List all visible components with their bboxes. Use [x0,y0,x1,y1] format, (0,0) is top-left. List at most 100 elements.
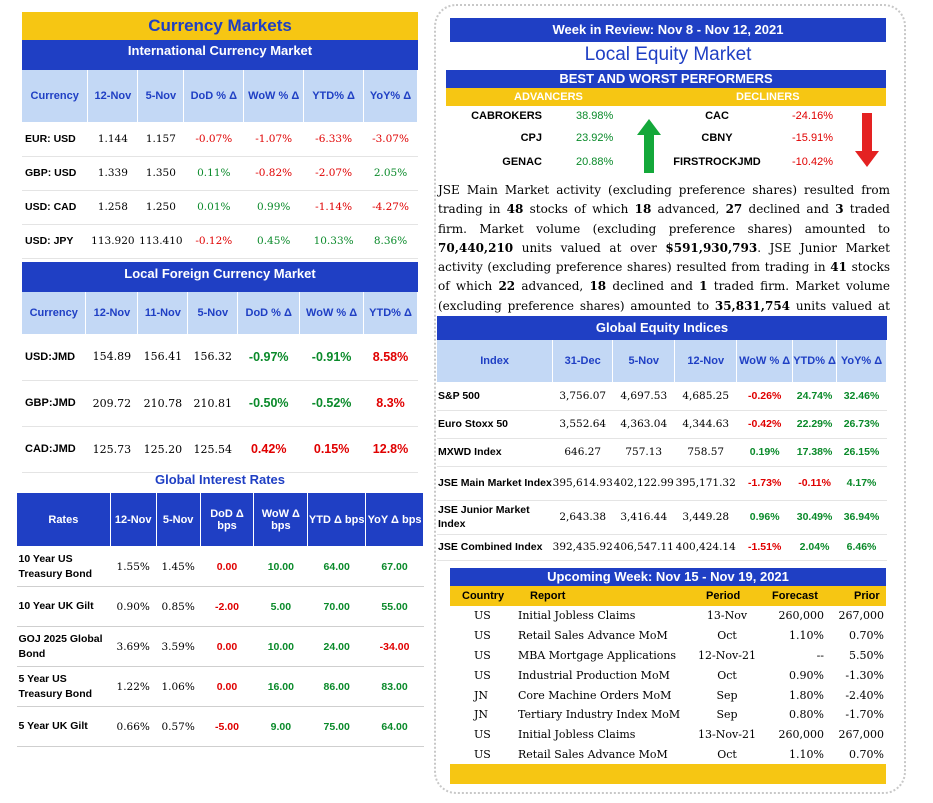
bps-dod: -2.00 [200,586,254,627]
currency-pair: EUR: USD [22,122,88,157]
rate-12-nov: 1.55% [110,546,157,587]
advancer-value: 23.92% [576,132,614,144]
report-prior: 0.70% [849,748,884,762]
gei-header-cell: 12-Nov [674,340,738,382]
index-name: JSE Combined Index [437,534,553,561]
table-row: Euro Stoxx 50 3,552.64 4,363.04 4,344.63 -0.… [437,410,887,439]
bps-wow: 9.00 [253,706,308,747]
report-name: Tertiary Industry Index MoM [518,708,681,722]
lfcm-header-cell: Currency [22,292,87,334]
list-item: US Retail Sales Advance MoM Oct 1.10% 0.70% [450,626,886,646]
change-ytd: -6.33% [303,122,364,157]
change-yoy: 32.46% [836,382,887,411]
header-period: Period [706,590,741,602]
report-forecast: 260,000 [778,609,825,622]
table-row: GBP:JMD 209.72 210.78 210.81 -0.50% -0.52% 8.3… [22,380,418,427]
bps-ytd: 86.00 [307,666,366,707]
decliner-name: FIRSTROCKJMD [673,156,761,168]
report-name: Retail Sales Advance MoM [518,748,668,762]
international-currency-title: International Currency Market [22,40,418,70]
table-row: 10 Year US Treasury Bond 1.55% 1.45% 0.00 10… [16,546,424,587]
upcoming-week-rows: US Initial Jobless Claims 13-Nov 260,000 267… [450,606,886,765]
table-row: 10 Year UK Gilt 0.90% 0.85% -2.00 5.00 70.00 5… [16,586,424,627]
currency-pair: GBP: USD [22,156,88,191]
change-wow: 0.96% [736,500,793,535]
gir-header-cell: Rates [16,492,111,547]
gir-header-cell: YoY Δ bps [365,492,424,547]
currency-pair: USD: CAD [22,190,88,225]
summary-figure: 1 [699,279,708,294]
value-12-nov: 758.57 [674,438,737,467]
report-name: Industrial Production MoM [518,668,670,682]
value-12-nov: 4,685.25 [674,382,737,411]
value-31-dec: 395,614.93 [552,466,613,501]
table-row: S&P 500 3,756.07 4,697.53 4,685.25 -0.26% 24.… [437,382,887,411]
gei-header-cell: 31-Dec [552,340,614,382]
gir-header-cell: 5-Nov [155,492,201,547]
list-item: US MBA Mortgage Applications 12-Nov-21 -- 5.… [450,646,886,666]
gir-header-cell: 12-Nov [109,492,157,547]
icm-header-cell: 5-Nov [137,70,185,122]
change-yoy: -3.07% [363,122,418,157]
report-prior: 267,000 [838,728,885,742]
rate-5-nov: 1.350 [137,156,184,191]
bps-dod: 0.00 [200,626,254,667]
report-prior: 0.70% [849,628,884,642]
summary-figure: 22 [498,279,516,294]
report-forecast: -- [816,648,824,662]
report-prior: -2.40% [845,688,884,702]
rate-5-nov: 1.06% [156,666,201,707]
summary-text: JSE Main Market activity (excluding pref… [438,183,890,217]
value-31-dec: 2,643.38 [552,500,613,535]
rate-11-nov: 156.41 [137,334,188,381]
rate-name: GOJ 2025 Global Bond [16,626,111,667]
lfcm-header-cell: DoD % Δ [237,292,301,334]
icm-header-cell: 12-Nov [87,70,139,122]
change-yoy: 8.36% [363,224,418,259]
change-wow: -0.91% [299,334,364,381]
table-row: USD: CAD 1.258 1.250 0.01% 0.99% -1.14% -4.27% [22,190,418,225]
report-period: Oct [717,748,737,762]
report-prior: 5.50% [849,648,884,662]
table-row: JSE Main Market Index 395,614.93 402,122.9… [437,466,887,501]
currency-pair: CAD:JMD [22,426,86,473]
currency-pair: USD:JMD [22,334,86,381]
report-forecast: 0.80% [789,708,824,722]
value-31-dec: 3,756.07 [552,382,613,411]
rate-12-nov: 0.90% [110,586,157,627]
table-row: JSE Junior Market Index 2,643.38 3,416.44 3… [437,500,887,535]
change-ytd: 10.33% [303,224,364,259]
country-code: JN [474,688,489,702]
summary-figure: 70,440,210 [438,240,514,255]
summary-figure: 27 [725,202,743,217]
decliner-value: -24.16% [792,110,833,122]
summary-figure: 3 [835,202,844,217]
change-dod: 0.11% [183,156,244,191]
decliner-value: -10.42% [792,156,833,168]
bps-dod: 0.00 [200,546,254,587]
rate-11-nov: 125.20 [137,426,188,473]
global-interest-rates-table: Rates 12-Nov 5-Nov DoD Δ bps WoW Δ bps YTD Δ … [16,492,424,747]
value-31-dec: 646.27 [552,438,613,467]
list-item: US Retail Sales Advance MoM Oct 1.10% 0.70% [450,745,886,765]
change-dod: 0.42% [237,426,300,473]
week-review-frame [434,4,906,794]
change-ytd: 2.04% [792,534,837,561]
summary-figure: $591,930,793 [665,240,758,255]
global-interest-rates-title: Global Interest Rates [154,472,286,487]
value-5-nov: 4,363.04 [612,410,675,439]
rate-12-nov: 1.22% [110,666,157,707]
bps-dod: -5.00 [200,706,254,747]
change-yoy: 26.73% [836,410,887,439]
decliners-label: DECLINERS [736,91,800,103]
gir-header-cell: WoW Δ bps [253,492,309,547]
header-prior: Prior [854,590,880,602]
icm-header-cell: DoD % Δ [183,70,245,122]
report-prior: -1.30% [845,668,884,682]
summary-text: advanced, [651,202,726,217]
report-name: Core Machine Orders MoM [518,688,672,702]
report-prior: -1.70% [845,708,884,722]
change-ytd: -0.11% [792,466,837,501]
change-wow: -1.73% [736,466,793,501]
country-code: US [474,728,491,742]
